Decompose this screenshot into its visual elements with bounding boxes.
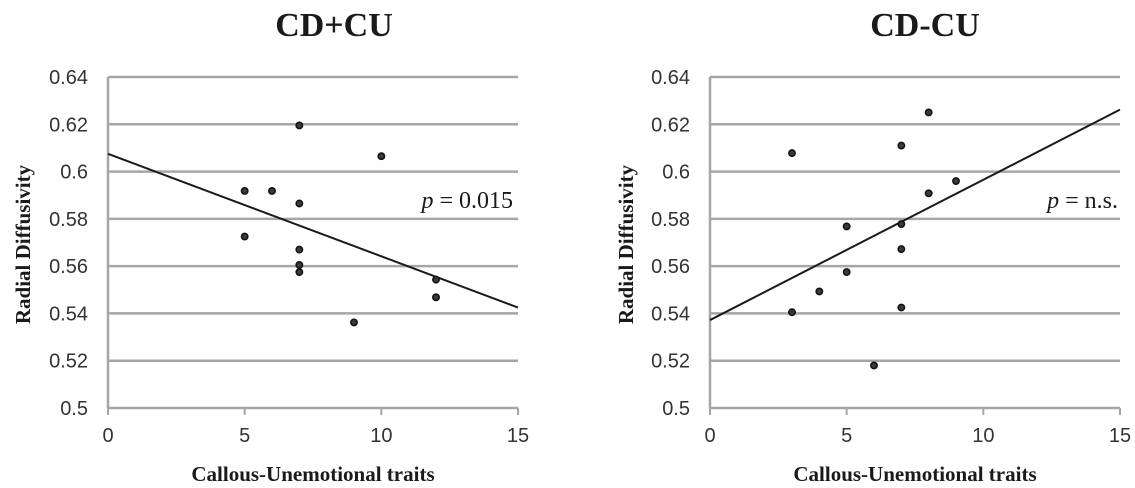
data-point bbox=[897, 245, 906, 254]
x-tick-label: 5 bbox=[239, 425, 250, 447]
data-point bbox=[240, 187, 249, 195]
data-point bbox=[295, 261, 304, 269]
data-point bbox=[897, 141, 906, 150]
x-tick-label: 5 bbox=[841, 425, 852, 447]
data-point bbox=[350, 318, 358, 327]
data-point bbox=[432, 275, 440, 284]
data-point bbox=[295, 245, 304, 254]
y-axis-label: Radial Diffusivity bbox=[614, 164, 638, 324]
y-tick-label: 0.6 bbox=[60, 162, 88, 184]
y-tick-label: 0.52 bbox=[49, 351, 88, 373]
y-axis-label: Radial Diffusivity bbox=[11, 164, 35, 324]
chart-panel-1: CD+CU 0.5 0.52 0.54 0.56 0.58 0.6 0.62 0.64 0 5 10 1… bbox=[11, 7, 529, 486]
x-axis-label: Callous-Unemotional traits bbox=[191, 462, 434, 486]
trendline bbox=[709, 108, 1121, 321]
data-point bbox=[268, 187, 276, 195]
y-tick-label: 0.62 bbox=[49, 114, 88, 136]
chart-title: CD-CU bbox=[870, 7, 980, 44]
x-tick-label: 15 bbox=[507, 425, 529, 447]
y-tick-label: 0.6 bbox=[662, 162, 690, 184]
data-point bbox=[815, 287, 824, 296]
y-tick-label: 0.5 bbox=[662, 398, 690, 420]
x-tick-label: 0 bbox=[102, 425, 113, 447]
data-point bbox=[788, 308, 796, 317]
data-point bbox=[870, 361, 878, 370]
data-point bbox=[897, 303, 906, 312]
x-tick-label: 0 bbox=[704, 425, 715, 447]
y-tick-label: 0.56 bbox=[651, 256, 690, 278]
p-value-symbol: p bbox=[419, 188, 433, 214]
chart-panel-2: CD-CU 0.5 0.52 0.54 0.56 0.58 0.6 0.62 0.64 0 5 10 1… bbox=[614, 7, 1131, 486]
y-tick-label: 0.58 bbox=[651, 209, 690, 231]
data-point bbox=[952, 177, 960, 185]
y-tick-label: 0.64 bbox=[651, 67, 690, 89]
y-tick-label: 0.58 bbox=[49, 209, 88, 231]
x-tick-label: 10 bbox=[972, 425, 994, 447]
data-point bbox=[295, 199, 304, 208]
y-tick-label: 0.5 bbox=[60, 398, 88, 420]
chart-title: CD+CU bbox=[275, 7, 393, 44]
y-tick-label: 0.62 bbox=[651, 114, 690, 136]
y-tick-label: 0.54 bbox=[651, 303, 690, 325]
p-value-text: = 0.015 bbox=[433, 188, 513, 214]
data-point bbox=[924, 189, 933, 198]
data-point bbox=[295, 121, 304, 130]
data-point bbox=[240, 232, 249, 241]
trendline bbox=[107, 152, 519, 309]
y-tick-label: 0.54 bbox=[49, 303, 88, 325]
p-value-annotation: p = 0.015 bbox=[419, 188, 513, 214]
x-tick-label: 10 bbox=[370, 425, 392, 447]
p-value-annotation: p = n.s. bbox=[1045, 188, 1118, 214]
data-point bbox=[377, 152, 386, 161]
x-axis-label: Callous-Unemotional traits bbox=[793, 462, 1036, 486]
x-tick-label: 15 bbox=[1109, 425, 1131, 447]
data-point bbox=[842, 222, 851, 231]
p-value-symbol: p bbox=[1045, 188, 1059, 214]
data-point bbox=[788, 149, 796, 158]
p-value-text: = n.s. bbox=[1059, 188, 1118, 214]
y-tick-label: 0.64 bbox=[49, 67, 88, 89]
data-point bbox=[295, 268, 304, 277]
y-tick-label: 0.56 bbox=[49, 256, 88, 278]
y-tick-label: 0.52 bbox=[651, 351, 690, 373]
data-point bbox=[924, 108, 933, 117]
data-point bbox=[897, 220, 906, 229]
data-point bbox=[842, 268, 851, 277]
data-point bbox=[432, 293, 440, 302]
